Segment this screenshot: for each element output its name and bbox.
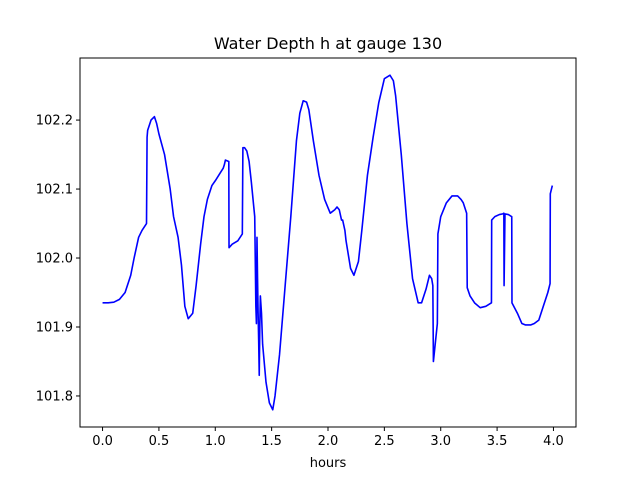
x-tick-label: 1.0	[205, 434, 226, 449]
y-tick-label: 102.0	[36, 252, 73, 267]
y-tick-label: 102.2	[36, 114, 73, 129]
y-tick-label: 101.9	[36, 320, 73, 335]
plot-data	[102, 74, 554, 411]
x-tick-label: 0.0	[92, 434, 113, 449]
x-tick-label: 2.5	[374, 434, 395, 449]
y-tick-label: 101.8	[36, 389, 73, 404]
x-tick-label: 0.5	[149, 434, 170, 449]
x-tick-label: 1.5	[261, 434, 282, 449]
chart-title: Water Depth h at gauge 130	[214, 34, 442, 53]
x-tick-label: 4.0	[543, 434, 564, 449]
axis-ticks: 0.0 0.5 1.0 1.5 2.0 2.5 3.0 3.5 4.0 101.8 101.9 102…	[36, 114, 564, 449]
x-tick-label: 2.0	[318, 434, 339, 449]
x-tick-label: 3.0	[430, 434, 451, 449]
y-tick-label: 102.1	[36, 183, 73, 198]
axes-frame	[79, 57, 577, 428]
x-tick-label: 3.5	[487, 434, 508, 449]
x-axis-label: hours	[310, 456, 347, 471]
series-line	[102, 74, 554, 411]
